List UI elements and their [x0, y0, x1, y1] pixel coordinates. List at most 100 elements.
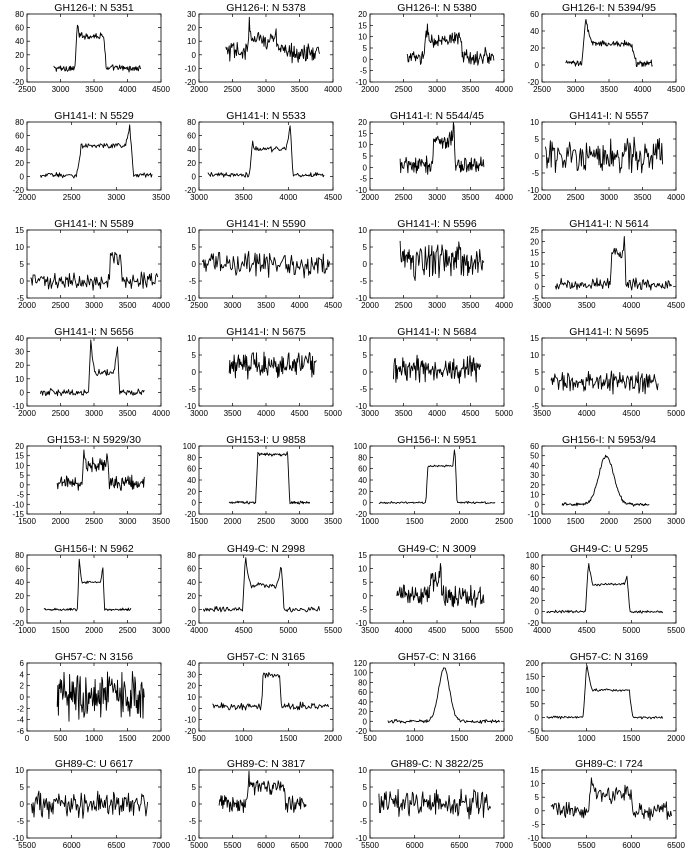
spectrum-line — [39, 339, 145, 397]
y-tick-label: 0 — [192, 499, 197, 508]
x-tick-label: 4000 — [578, 409, 596, 418]
x-tick-label: 5500 — [667, 626, 685, 635]
y-tick-label: 40 — [15, 37, 24, 46]
x-tick-label: 2000 — [667, 734, 685, 743]
x-tick-label: 3500 — [224, 409, 242, 418]
panel-title: GH126-I: N 5394/95 — [562, 2, 656, 14]
x-tick-label: 3000 — [152, 626, 170, 635]
x-tick-label: 1500 — [406, 517, 424, 526]
y-tick-label: -5 — [189, 817, 197, 826]
x-tick-label: 7000 — [495, 841, 513, 850]
y-tick-label: 5 — [20, 783, 25, 792]
y-tick-label: 80 — [358, 453, 367, 462]
x-tick-label: 4000 — [395, 626, 413, 635]
y-tick-label: 10 — [358, 565, 367, 574]
y-tick-label: -5 — [360, 67, 368, 76]
x-tick-label: 500 — [363, 734, 377, 743]
spectrum-line — [550, 777, 672, 821]
panel-title: GH126-I: N 5378 — [226, 2, 306, 14]
x-tick-label: 4500 — [428, 626, 446, 635]
y-tick-label: 40 — [187, 659, 196, 668]
y-tick-label: -10 — [527, 510, 539, 519]
panel-title: GH141-I: N 5675 — [226, 326, 306, 338]
x-tick-label: 4500 — [667, 85, 685, 94]
y-tick-label: 0 — [363, 499, 368, 508]
y-tick-label: 40 — [187, 476, 196, 485]
x-tick-label: 3000 — [600, 193, 618, 202]
panel-title: GH89-C: N 3822/25 — [391, 758, 484, 770]
spectrum-panel: GH126-I: N 5380 2000 2500 3000 3500 4000 -10 -5… — [355, 2, 513, 94]
plot-frame — [541, 769, 677, 839]
x-tick-label: 1000 — [235, 734, 253, 743]
x-tick-label: 2000 — [224, 517, 242, 526]
x-tick-label: 0 — [25, 734, 30, 743]
x-tick-label: 3500 — [462, 301, 480, 310]
x-tick-label: 4500 — [462, 409, 480, 418]
x-tick-label: 3500 — [152, 517, 170, 526]
y-tick-label: 60 — [358, 688, 367, 697]
panel-title: GH49-C: N 3009 — [398, 543, 476, 555]
panel-title: GH57-C: N 3165 — [227, 651, 305, 663]
y-tick-label: 40 — [15, 578, 24, 587]
x-tick-label: 4500 — [324, 193, 342, 202]
panel-title: GH89-C: N 3817 — [227, 758, 305, 770]
spectrum-panel: GH141-I: N 5589 2000 2500 3000 3500 4000 -5 0 5 1… — [15, 218, 170, 310]
y-tick-label: -4 — [17, 716, 25, 725]
y-tick-label: 60 — [530, 10, 539, 19]
y-tick-label: 100 — [354, 669, 368, 678]
x-tick-label: 2500 — [52, 409, 70, 418]
y-tick-label: 80 — [15, 551, 24, 560]
x-tick-label: 1500 — [450, 734, 468, 743]
y-tick-label: 0 — [535, 807, 540, 816]
spectrum-line — [406, 23, 495, 66]
x-tick-label: 5500 — [224, 841, 242, 850]
x-tick-label: 4500 — [578, 626, 596, 635]
x-tick-label: 1000 — [85, 734, 103, 743]
x-tick-label: 4500 — [667, 301, 685, 310]
panel-title: GH89-C: I 724 — [575, 758, 643, 770]
y-tick-label: 0 — [20, 388, 25, 397]
x-tick-label: 6000 — [406, 841, 424, 850]
y-tick-label: 20 — [530, 596, 539, 605]
y-tick-label: 20 — [358, 487, 367, 496]
y-tick-label: 10 — [530, 351, 539, 360]
spectrum-line — [544, 136, 664, 174]
x-tick-label: 4000 — [152, 301, 170, 310]
spectrum-line — [56, 670, 145, 722]
y-tick-label: 15 — [358, 129, 367, 138]
y-tick-label: 80 — [358, 678, 367, 687]
x-tick-label: 3000 — [291, 517, 309, 526]
y-tick-label: 0 — [192, 260, 197, 269]
panel-title: GH49-C: U 5295 — [570, 543, 648, 555]
x-tick-label: 2500 — [190, 301, 208, 310]
spectrum-panel: GH89-C: U 6617 5500 6000 6500 7000 -10 -5 0 5 10 — [12, 758, 170, 850]
y-tick-label: 15 — [358, 551, 367, 560]
spectrum-panel: GH141-I: N 5596 2000 2500 3000 3500 4000 -10 -5… — [355, 218, 513, 310]
x-tick-label: 500 — [192, 734, 206, 743]
y-tick-label: 5 — [363, 783, 368, 792]
panel-title: GH141-I: N 5544/45 — [390, 110, 484, 122]
spectrum-line — [218, 770, 307, 814]
y-tick-label: -10 — [184, 402, 196, 411]
x-tick-label: 4500 — [235, 626, 253, 635]
x-tick-label: 2000 — [152, 734, 170, 743]
y-tick-label: 4 — [20, 670, 25, 679]
x-tick-label: 5500 — [324, 626, 342, 635]
plot-frame — [198, 554, 334, 624]
y-tick-label: 100 — [526, 686, 540, 695]
y-tick-label: 6 — [20, 659, 25, 668]
y-tick-label: -5 — [360, 277, 368, 286]
y-tick-label: -10 — [184, 294, 196, 303]
plot-frame — [26, 337, 162, 407]
spectrum-line — [203, 557, 321, 613]
y-tick-label: 0 — [363, 800, 368, 809]
y-tick-label: 10 — [358, 766, 367, 775]
plot-frame — [369, 337, 505, 407]
x-tick-label: 5500 — [578, 841, 596, 850]
x-tick-label: 2000 — [190, 85, 208, 94]
y-tick-label: 20 — [15, 361, 24, 370]
spectrum-panel: GH126-I: N 5351 2500 3000 3500 4000 4500 -20 0 2… — [12, 2, 170, 94]
y-tick-label: -20 — [184, 619, 196, 628]
y-tick-label: 40 — [187, 578, 196, 587]
x-tick-label: 2500 — [85, 517, 103, 526]
